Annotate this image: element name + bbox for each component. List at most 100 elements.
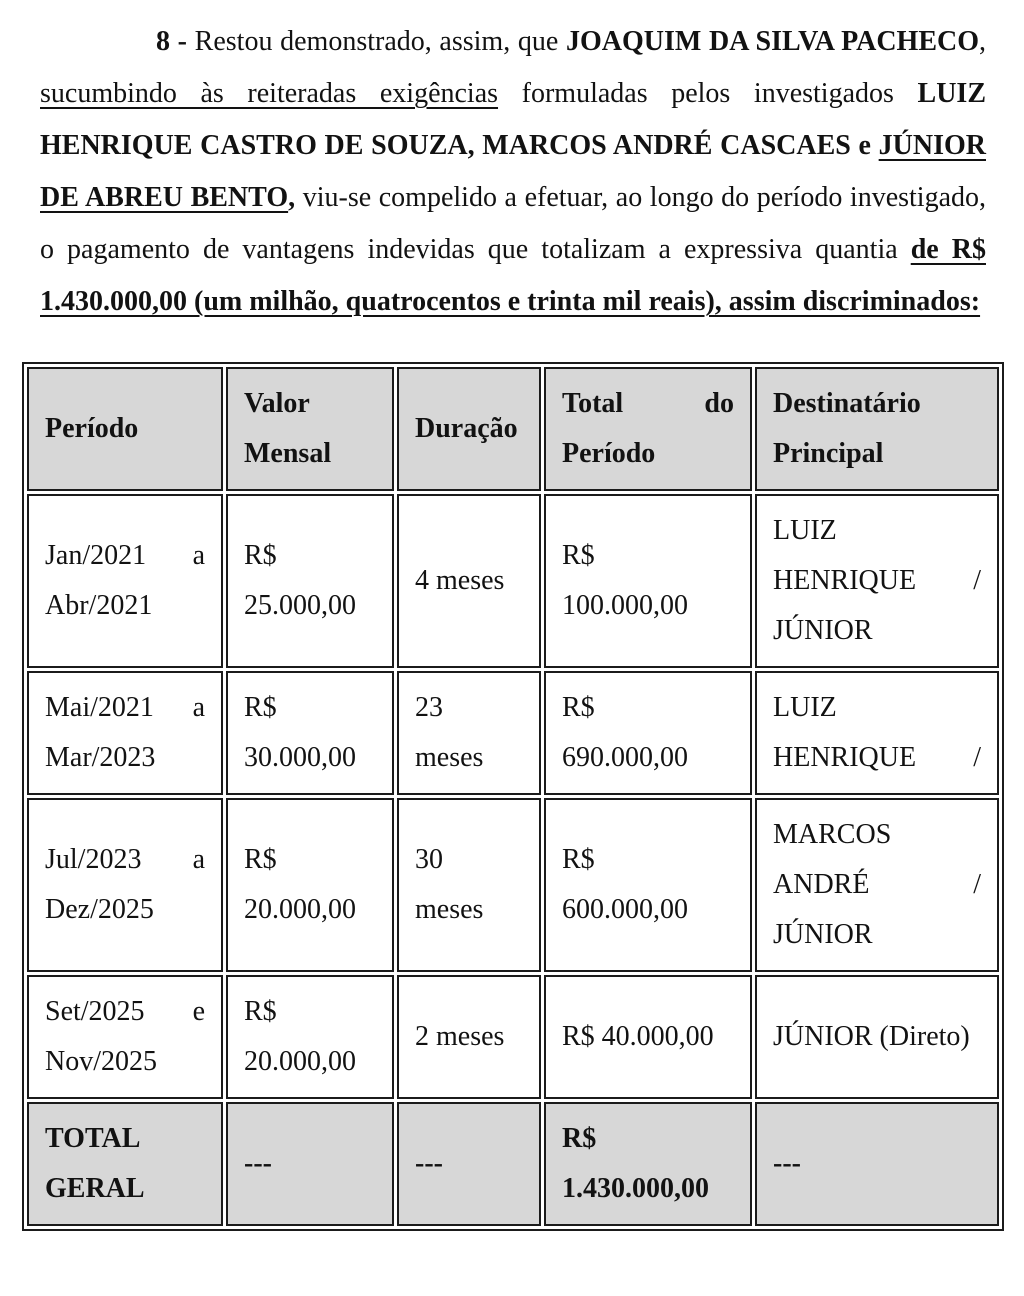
- cell-line: R$: [562, 844, 595, 875]
- table-cell: Jan/2021 a Abr/2021: [27, 494, 223, 668]
- table-cell: Set/2025 e Nov/2025: [27, 975, 223, 1099]
- table-cell: 2 meses: [397, 975, 541, 1099]
- table-cell: R$ 20.000,00: [226, 798, 394, 972]
- cell-word: a: [192, 540, 205, 571]
- table-cell: LUIZ HENRIQUE / JÚNIOR: [755, 494, 999, 668]
- cell-line: ---: [415, 1148, 443, 1179]
- paragraph-segment: 8 -: [156, 26, 195, 57]
- cell-line: ---: [773, 1148, 801, 1179]
- cell-line: Jan/2021 a: [45, 531, 205, 581]
- payments-table: Período Valor Mensal Duração Total do Período D…: [22, 362, 1004, 1231]
- cell-line: HENRIQUE /: [773, 556, 981, 606]
- cell-line: JÚNIOR: [773, 919, 873, 950]
- cell-line: 690.000,00: [562, 742, 688, 773]
- cell-line: ---: [244, 1148, 272, 1179]
- cell-line: JÚNIOR: [773, 615, 873, 646]
- cell-line: LUIZ: [773, 692, 837, 723]
- table-cell: R$ 30.000,00: [226, 671, 394, 795]
- cell-line: Total do: [562, 379, 734, 429]
- paragraph-segment: formuladas pelos investigados: [498, 78, 918, 109]
- cell-line: 4 meses: [415, 565, 505, 596]
- cell-line: Mensal: [244, 438, 332, 469]
- cell-word: Jan/2021: [45, 540, 147, 571]
- cell-line: 1.430.000,00: [562, 1173, 709, 1204]
- cell-line: Nov/2025: [45, 1046, 157, 1077]
- cell-line: ANDRÉ /: [773, 860, 981, 910]
- cell-word: e: [192, 996, 205, 1027]
- cell-line: Principal: [773, 438, 884, 469]
- header-cell: Período: [27, 367, 223, 491]
- table-cell: 4 meses: [397, 494, 541, 668]
- cell-word: ANDRÉ: [773, 869, 870, 900]
- cell-line: Período: [45, 413, 139, 444]
- cell-line: R$: [562, 1123, 597, 1154]
- table-row: Mai/2021 a Mar/2023 R$ 30.000,00 23 meses R$ 690…: [27, 671, 999, 795]
- table-cell: ---: [226, 1102, 394, 1226]
- payments-table-header: Período Valor Mensal Duração Total do Período D…: [27, 367, 999, 491]
- header-cell: Destinatário Principal: [755, 367, 999, 491]
- cell-line: JÚNIOR (Direto): [773, 1021, 970, 1052]
- table-cell: ---: [397, 1102, 541, 1226]
- table-cell: R$ 690.000,00: [544, 671, 752, 795]
- cell-line: R$: [244, 540, 277, 571]
- table-total-row: TOTAL GERAL --- --- R$ 1.430.000,00 ---: [27, 1102, 999, 1226]
- cell-word: a: [192, 692, 205, 723]
- cell-word: Jul/2023: [45, 844, 142, 875]
- header-cell: Valor Mensal: [226, 367, 394, 491]
- paragraph-item-8: 8 - Restou demonstrado, assim, que JOAQU…: [40, 16, 986, 328]
- paragraph-segment: ,: [288, 182, 303, 213]
- cell-line: R$: [244, 692, 277, 723]
- paragraph-segment: de R$ 1.430.000,00 (um milhão, quatrocen…: [40, 234, 986, 317]
- table-cell: R$ 20.000,00: [226, 975, 394, 1099]
- cell-line: GERAL: [45, 1173, 145, 1204]
- cell-line: R$: [562, 540, 595, 571]
- cell-line: Duração: [415, 413, 518, 444]
- cell-word: /: [973, 869, 981, 900]
- table-cell: R$ 100.000,00: [544, 494, 752, 668]
- paragraph-segment: JÚNIOR DE ABREU BENTO: [40, 130, 986, 213]
- cell-line: 25.000,00: [244, 590, 356, 621]
- cell-line: Destinatário: [773, 388, 921, 419]
- cell-line: 100.000,00: [562, 590, 688, 621]
- cell-word: HENRIQUE: [773, 742, 917, 773]
- paragraph-segment: viu-se compelido a efetuar, ao longo do …: [40, 182, 987, 265]
- document-page: 8 - Restou demonstrado, assim, que JOAQU…: [0, 16, 1024, 1296]
- cell-line: LUIZ: [773, 515, 837, 546]
- cell-line: Período: [562, 438, 656, 469]
- table-cell: ---: [755, 1102, 999, 1226]
- cell-line: Dez/2025: [45, 894, 154, 925]
- cell-line: MARCOS: [773, 819, 892, 850]
- payments-table-body: Jan/2021 a Abr/2021 R$ 25.000,00 4 meses R$ 100…: [27, 494, 999, 1226]
- paragraph-segment: ,: [979, 26, 986, 57]
- cell-line: R$ 40.000,00: [562, 1021, 714, 1052]
- cell-line: 30.000,00: [244, 742, 356, 773]
- cell-word: do: [704, 388, 734, 419]
- cell-line: 23: [415, 692, 443, 723]
- cell-line: 30: [415, 844, 443, 875]
- cell-line: meses: [415, 742, 484, 773]
- cell-line: TOTAL: [45, 1123, 141, 1154]
- paragraph-segment: Restou demonstrado, assim, que: [194, 26, 566, 57]
- table-cell: R$ 40.000,00: [544, 975, 752, 1099]
- table-cell: JÚNIOR (Direto): [755, 975, 999, 1099]
- cell-word: Mai/2021: [45, 692, 154, 723]
- paragraph-segment: sucumbindo às reiteradas exigências: [40, 78, 499, 109]
- cell-line: meses: [415, 894, 484, 925]
- table-cell: R$ 25.000,00: [226, 494, 394, 668]
- cell-line: 2 meses: [415, 1021, 505, 1052]
- table-cell: R$ 1.430.000,00: [544, 1102, 752, 1226]
- table-header-row: Período Valor Mensal Duração Total do Período D…: [27, 367, 999, 491]
- cell-line: R$: [244, 844, 277, 875]
- cell-line: R$: [244, 996, 277, 1027]
- cell-word: Set/2025: [45, 996, 145, 1027]
- paragraph-segment: JOAQUIM DA SILVA PACHECO: [565, 26, 979, 57]
- header-cell: Duração: [397, 367, 541, 491]
- cell-line: Jul/2023 a: [45, 835, 205, 885]
- table-cell: Jul/2023 a Dez/2025: [27, 798, 223, 972]
- cell-line: Mai/2021 a: [45, 683, 205, 733]
- table-row: Jan/2021 a Abr/2021 R$ 25.000,00 4 meses R$ 100…: [27, 494, 999, 668]
- header-cell: Total do Período: [544, 367, 752, 491]
- table-cell: 30 meses: [397, 798, 541, 972]
- cell-word: /: [973, 565, 981, 596]
- paragraph-segment: LUIZ HENRIQUE CASTRO DE SOUZA, MARCOS AN…: [40, 78, 986, 161]
